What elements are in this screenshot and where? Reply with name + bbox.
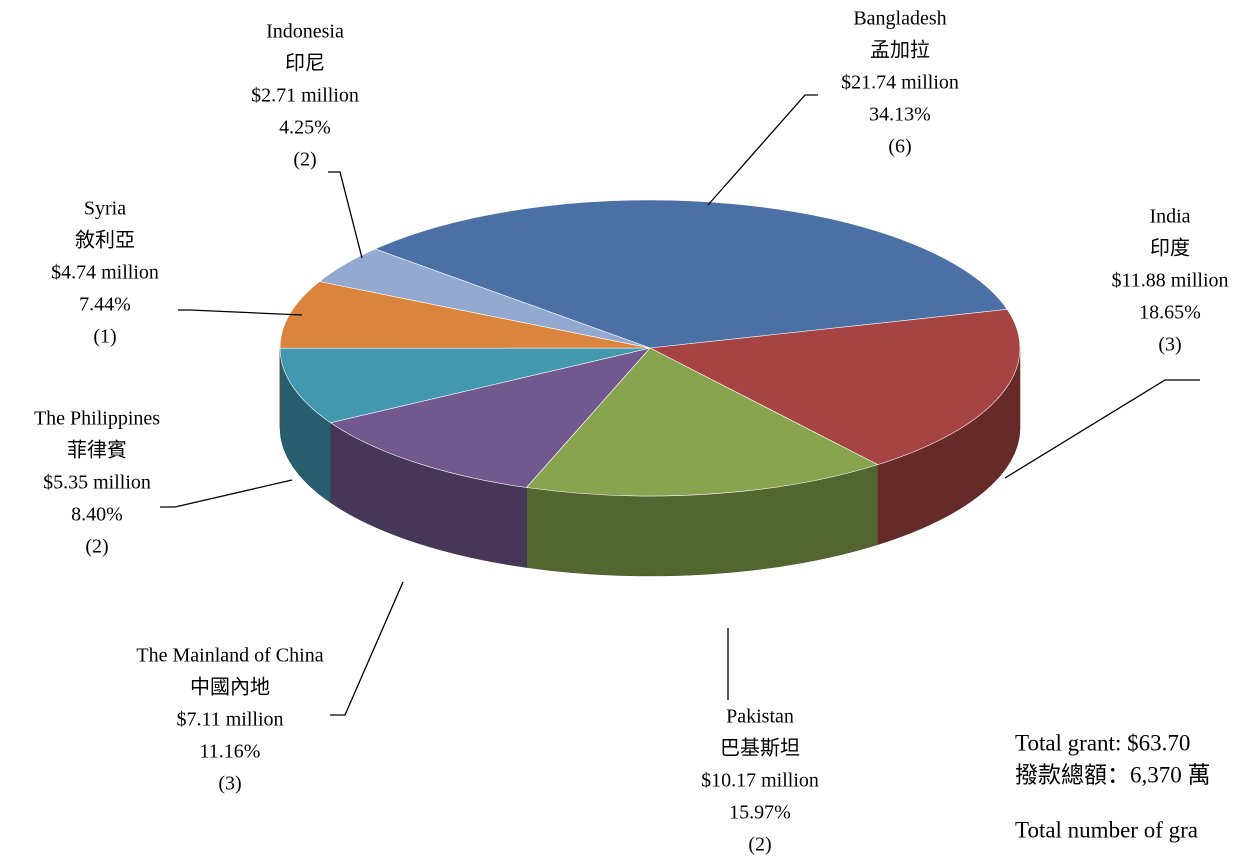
label-count: (2) [293,149,316,171]
pie-slice [329,347,651,488]
label-percent: 11.16% [200,741,261,763]
pie-slice [374,199,1008,349]
label-amount: $7.11 million [176,709,283,731]
pie-slice [525,347,879,497]
label-amount: $10.17 million [701,770,819,792]
label-percent: 34.13% [869,104,931,126]
pie-walls [279,347,1021,577]
label-name-zh: 巴基斯坦 [720,737,800,760]
leader-line [328,171,363,259]
label-count: (1) [93,326,116,348]
label-name: The Mainland of China [136,645,323,667]
label-name: India [1149,206,1190,228]
label-name-zh: 孟加拉 [870,39,930,62]
label-percent: 18.65% [1139,302,1201,324]
label-name-zh: 中國內地 [190,676,270,699]
label-name-zh: 菲律賓 [67,439,127,462]
label-name: Indonesia [266,21,344,43]
labels: Bangladesh 孟加拉 $21.74 million 34.13% (6) Indi… [34,8,1229,856]
label-percent: 4.25% [279,117,331,139]
total-grant: Total grant: $63.70 [1015,730,1190,755]
label-name-zh: 敘利亞 [75,229,135,252]
label-name: Syria [84,198,126,220]
label-count: (3) [1158,334,1181,356]
leader-line [160,479,293,508]
label-count: (3) [218,773,241,795]
pie-slice [318,248,651,349]
label-percent: 8.40% [71,504,123,526]
label-name-zh: 印度 [1150,237,1190,260]
label-name: Bangladesh [853,8,946,30]
label-name-zh: 印尼 [285,52,325,75]
label-count: (2) [85,536,108,558]
leader-line [330,581,404,716]
leader-line [178,309,303,316]
label-name: Pakistan [726,706,794,728]
leader-line [1004,379,1200,479]
label-amount: $4.74 million [51,262,159,284]
label-amount: $5.35 million [43,472,151,494]
label-count: (2) [748,834,771,856]
label-amount: $11.88 million [1111,270,1228,292]
total-number: Total number of gra [1015,817,1198,842]
label-percent: 15.97% [729,802,791,824]
total-grant-zh: 撥款總額：6,370 萬 [1015,762,1211,787]
pie-slice [648,309,1021,465]
label-name: The Philippines [34,408,160,430]
pie-tops [279,199,1021,497]
label-amount: $2.71 million [251,85,359,107]
leader-line [707,94,818,206]
pie-slice [279,347,651,424]
label-count: (6) [888,136,911,158]
label-amount: $21.74 million [841,72,959,94]
label-percent: 7.44% [79,294,131,316]
